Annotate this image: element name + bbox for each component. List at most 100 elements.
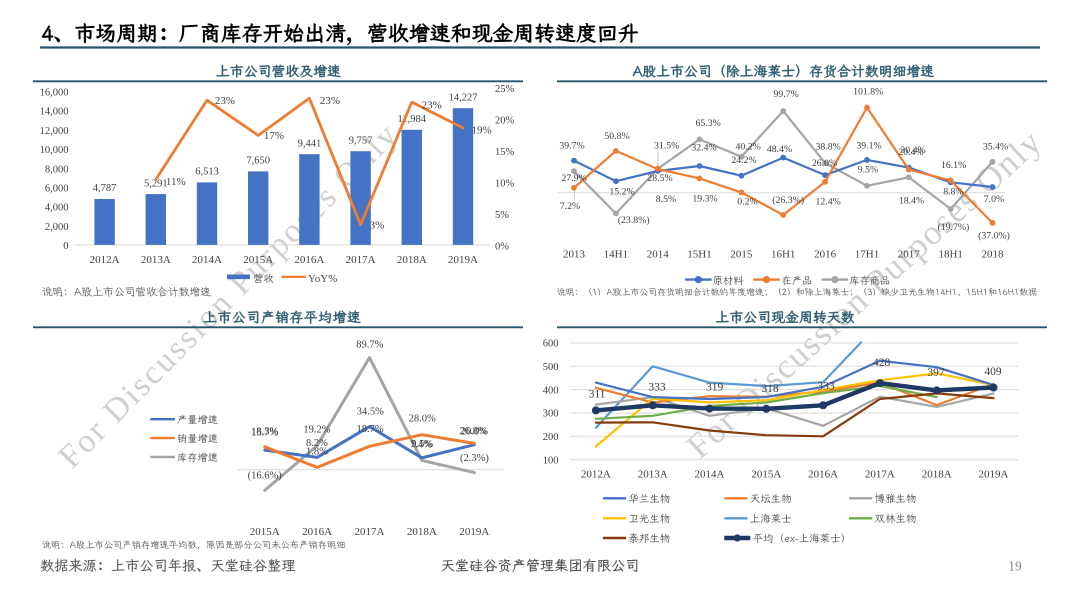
svg-text:23%: 23% xyxy=(215,95,235,107)
svg-text:18.7%: 18.7% xyxy=(356,424,383,435)
svg-text:15H1: 15H1 xyxy=(687,248,711,260)
svg-text:16,000: 16,000 xyxy=(40,87,69,98)
svg-text:4,787: 4,787 xyxy=(93,183,117,194)
svg-text:400: 400 xyxy=(543,385,559,396)
svg-text:0%: 0% xyxy=(495,242,509,253)
svg-text:319: 319 xyxy=(706,382,724,394)
svg-text:20%: 20% xyxy=(495,116,515,127)
svg-text:6,000: 6,000 xyxy=(45,184,69,195)
svg-text:600: 600 xyxy=(543,339,559,350)
svg-text:19.3%: 19.3% xyxy=(692,194,717,205)
svg-text:19.2%: 19.2% xyxy=(303,425,330,436)
svg-text:19: 19 xyxy=(1008,559,1022,574)
svg-text:333: 333 xyxy=(648,382,666,394)
svg-text:14,227: 14,227 xyxy=(449,92,478,103)
svg-text:9.5%: 9.5% xyxy=(411,439,433,450)
svg-text:2016A: 2016A xyxy=(808,469,838,481)
svg-text:5,291: 5,291 xyxy=(144,178,168,189)
svg-text:89.7%: 89.7% xyxy=(356,340,383,351)
svg-text:16H1: 16H1 xyxy=(771,248,795,260)
svg-text:14,000: 14,000 xyxy=(40,107,69,118)
svg-text:8.2%: 8.2% xyxy=(306,438,328,449)
svg-text:(26.3%): (26.3%) xyxy=(772,195,804,206)
svg-text:26.8%: 26.8% xyxy=(459,426,486,437)
svg-text:17H1: 17H1 xyxy=(855,248,879,260)
svg-text:7.0%: 7.0% xyxy=(984,194,1004,205)
svg-text:409: 409 xyxy=(984,366,1002,378)
svg-text:(19.7%): (19.7%) xyxy=(937,222,969,233)
svg-text:9.5%: 9.5% xyxy=(858,164,878,175)
svg-text:318: 318 xyxy=(761,383,779,395)
svg-text:(37.0%): (37.0%) xyxy=(978,230,1010,241)
svg-text:0: 0 xyxy=(63,241,68,252)
svg-text:3%: 3% xyxy=(370,220,385,232)
svg-text:2018A: 2018A xyxy=(922,469,952,481)
svg-text:39.1%: 39.1% xyxy=(856,141,881,152)
svg-text:2012A: 2012A xyxy=(581,469,611,481)
svg-text:12,000: 12,000 xyxy=(40,126,69,137)
svg-text:2013A: 2013A xyxy=(141,254,171,266)
svg-text:2014: 2014 xyxy=(647,248,670,260)
svg-text:311: 311 xyxy=(589,389,606,401)
svg-text:2014A: 2014A xyxy=(192,254,222,266)
svg-text:2013A: 2013A xyxy=(638,469,668,481)
svg-text:65.3%: 65.3% xyxy=(696,118,721,129)
svg-text:10%: 10% xyxy=(495,179,515,190)
svg-text:1.8%: 1.8% xyxy=(306,446,328,457)
svg-text:38.8%: 38.8% xyxy=(816,142,841,153)
svg-text:500: 500 xyxy=(543,362,559,373)
svg-text:32.4%: 32.4% xyxy=(691,142,716,153)
svg-text:31.5%: 31.5% xyxy=(654,140,679,151)
svg-text:30.4%: 30.4% xyxy=(900,145,925,156)
svg-text:11,984: 11,984 xyxy=(398,114,427,125)
svg-text:18.3%: 18.3% xyxy=(251,427,278,438)
svg-text:28.0%: 28.0% xyxy=(409,414,436,425)
svg-text:2012A: 2012A xyxy=(90,254,120,266)
svg-text:200: 200 xyxy=(543,432,559,443)
svg-text:25%: 25% xyxy=(495,84,515,95)
svg-text:9,757: 9,757 xyxy=(349,135,373,146)
svg-text:300: 300 xyxy=(543,409,559,420)
svg-text:7.4%: 7.4% xyxy=(410,440,432,451)
svg-text:2,000: 2,000 xyxy=(45,222,69,233)
svg-text:(2.3%): (2.3%) xyxy=(460,453,489,464)
svg-text:101.8%: 101.8% xyxy=(853,87,883,98)
svg-text:99.7%: 99.7% xyxy=(774,89,799,100)
svg-text:397: 397 xyxy=(927,367,945,379)
svg-text:24.2%: 24.2% xyxy=(731,155,756,166)
svg-text:2019A: 2019A xyxy=(459,526,489,538)
svg-text:2015A: 2015A xyxy=(243,254,273,266)
svg-text:2018A: 2018A xyxy=(407,526,437,538)
svg-text:8.8%: 8.8% xyxy=(943,187,963,198)
svg-text:14H1: 14H1 xyxy=(604,248,628,260)
svg-text:2019A: 2019A xyxy=(448,254,478,266)
svg-text:2016A: 2016A xyxy=(302,526,332,538)
svg-text:2015A: 2015A xyxy=(751,469,781,481)
svg-text:20.4%: 20.4% xyxy=(898,147,923,158)
svg-text:18.4%: 18.4% xyxy=(899,195,924,206)
svg-text:15.7%: 15.7% xyxy=(251,428,278,439)
svg-text:7,650: 7,650 xyxy=(246,156,270,167)
svg-text:5%: 5% xyxy=(495,210,509,221)
svg-text:10,000: 10,000 xyxy=(40,145,69,156)
svg-text:6,513: 6,513 xyxy=(195,167,219,178)
svg-text:34.5%: 34.5% xyxy=(357,407,384,418)
svg-text:2017A: 2017A xyxy=(346,254,376,266)
svg-text:2018: 2018 xyxy=(982,248,1005,260)
svg-text:(23.8%): (23.8%) xyxy=(618,215,650,226)
svg-text:23%: 23% xyxy=(320,95,340,107)
svg-text:26.0%: 26.0% xyxy=(812,158,837,169)
svg-text:20.0%: 20.0% xyxy=(461,427,488,438)
svg-text:23%: 23% xyxy=(422,99,442,111)
svg-text:35.4%: 35.4% xyxy=(983,141,1008,152)
svg-text:(16.6%): (16.6%) xyxy=(248,470,283,481)
svg-text:40.2%: 40.2% xyxy=(736,142,761,153)
svg-text:16.1%: 16.1% xyxy=(941,160,966,171)
svg-text:YoY%: YoY% xyxy=(308,273,337,285)
svg-text:100: 100 xyxy=(543,455,559,466)
svg-text:18H1: 18H1 xyxy=(938,248,962,260)
svg-text:2017: 2017 xyxy=(898,248,921,260)
svg-text:333: 333 xyxy=(817,380,835,392)
svg-text:12.4%: 12.4% xyxy=(816,197,841,208)
svg-text:0.2%: 0.2% xyxy=(737,197,757,208)
